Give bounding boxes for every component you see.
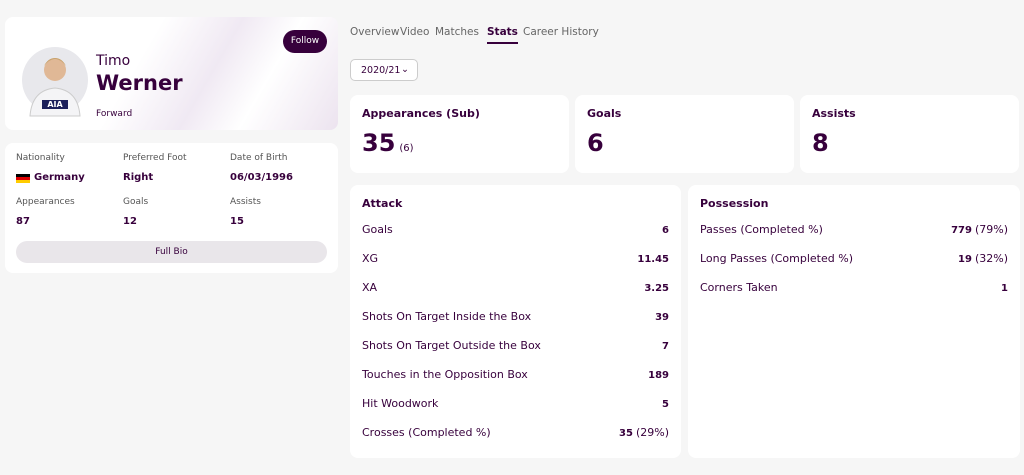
summary-value: 6	[587, 129, 604, 157]
summary-label: Appearances (Sub)	[362, 107, 480, 120]
stat-label: Corners Taken	[700, 281, 778, 294]
stat-row: Shots On Target Inside the Box 39	[362, 310, 669, 323]
stats-card: Attack Goals 6 XG 11.45 XA 3.25 Shots On Target…	[350, 185, 681, 458]
summary-label: Goals	[587, 107, 622, 120]
summary-number: 35	[362, 129, 396, 157]
summary-value: 8	[812, 129, 829, 157]
stat-row: Long Passes (Completed %) 19 (32%)	[700, 252, 1008, 265]
stat-label: Crosses (Completed %)	[362, 426, 491, 439]
stat-value: 7	[662, 341, 669, 352]
tab[interactable]: Overview	[350, 26, 400, 38]
bio-value: Right	[123, 172, 154, 183]
stat-row: Hit Woodwork 5	[362, 397, 669, 410]
tab[interactable]: Matches	[435, 26, 479, 38]
flag	[16, 174, 30, 183]
stat-value: 11.45	[637, 254, 669, 265]
stat-value: 39	[655, 312, 669, 323]
stat-value: 6	[662, 225, 669, 236]
stat-label: Passes (Completed %)	[700, 223, 823, 236]
stat-value: 1	[1001, 283, 1008, 294]
stat-value: 5	[662, 399, 669, 410]
stat-row: XA 3.25	[362, 281, 669, 294]
stat-extra: (79%)	[974, 223, 1008, 236]
stat-value-wrap: 3.25	[644, 281, 669, 294]
stat-value-wrap: 779 (79%)	[951, 223, 1008, 236]
position: Forward	[96, 109, 133, 119]
stat-extra: (32%)	[974, 252, 1008, 265]
stats-card: Possession Passes (Completed %) 779 (79%) Lo…	[688, 185, 1020, 458]
stat-value: 189	[648, 370, 669, 381]
player-photo: AIA	[22, 47, 88, 117]
last-name: Werner	[96, 71, 183, 95]
stat-row: Goals 6	[362, 223, 669, 236]
stat-value-wrap: 11.45	[637, 252, 669, 265]
stat-value: 35	[619, 428, 633, 439]
bio-label: Goals	[123, 197, 149, 207]
stat-label: Touches in the Opposition Box	[362, 368, 528, 381]
stat-value: 3.25	[644, 283, 669, 294]
stat-label: XG	[362, 252, 379, 265]
section-title: Possession	[700, 197, 769, 210]
stat-value-wrap: 39	[655, 310, 669, 323]
bio-value: 87	[16, 216, 30, 227]
stat-value: 19	[958, 254, 972, 265]
summary-sub: (6)	[399, 143, 414, 154]
bio-label: Assists	[230, 197, 261, 207]
summary-card: Appearances (Sub) 35 (6)	[350, 95, 569, 173]
stat-extra: (29%)	[635, 426, 669, 439]
stat-label: Long Passes (Completed %)	[700, 252, 853, 265]
section-title: Attack	[362, 197, 403, 210]
stat-value-wrap: 5	[662, 397, 669, 410]
stat-value-wrap: 189	[648, 368, 669, 381]
stat-row: Touches in the Opposition Box 189	[362, 368, 669, 381]
stat-value-wrap: 6	[662, 223, 669, 236]
stat-row: Shots On Target Outside the Box 7	[362, 339, 669, 352]
first-name: Timo	[96, 53, 131, 69]
stat-row: Corners Taken 1	[700, 281, 1008, 294]
summary-number: 6	[587, 129, 604, 157]
bio-card: Full Bio Nationality Germany Preferred Foo…	[5, 143, 338, 273]
stat-label: XA	[362, 281, 378, 294]
bio-value: 15	[230, 216, 244, 227]
stat-value-wrap: 7	[662, 339, 669, 352]
summary-value: 35 (6)	[362, 129, 414, 157]
bio-label: Date of Birth	[230, 153, 288, 163]
bio-label: Preferred Foot	[123, 153, 187, 163]
player-header: AIA Timo Werner Forward Follow	[5, 17, 338, 130]
full-bio-button[interactable]: Full Bio	[16, 241, 327, 263]
bio-value: 12	[123, 216, 137, 227]
stat-row: Passes (Completed %) 779 (79%)	[700, 223, 1008, 236]
stat-label: Hit Woodwork	[362, 397, 439, 410]
season: 2020/21	[361, 65, 401, 76]
tab[interactable]: Stats	[487, 26, 518, 44]
follow-button[interactable]: Follow	[283, 30, 327, 53]
bio-value: 06/03/1996	[230, 172, 293, 183]
bio-label: Nationality	[16, 153, 65, 163]
stat-value-wrap: 35 (29%)	[619, 426, 669, 439]
svg-text:AIA: AIA	[47, 100, 63, 109]
summary-number: 8	[812, 129, 829, 157]
stat-label: Goals	[362, 223, 393, 236]
stat-row: XG 11.45	[362, 252, 669, 265]
stat-row: Crosses (Completed %) 35 (29%)	[362, 426, 669, 439]
stat-label: Shots On Target Outside the Box	[362, 339, 541, 352]
summary-label: Assists	[812, 107, 856, 120]
season-dropdown[interactable]: 2020/21 ⌄	[350, 59, 418, 81]
summary-card: Goals 6	[575, 95, 794, 173]
stat-value: 779	[951, 225, 972, 236]
bio-value: Germany	[34, 172, 85, 183]
summary-card: Assists 8	[800, 95, 1019, 173]
tab[interactable]: Video	[400, 26, 430, 38]
bio-label: Appearances	[16, 197, 75, 207]
stat-value-wrap: 1	[1001, 281, 1008, 294]
stat-value-wrap: 19 (32%)	[958, 252, 1008, 265]
stat-label: Shots On Target Inside the Box	[362, 310, 532, 323]
tab[interactable]: Career History	[523, 26, 599, 38]
